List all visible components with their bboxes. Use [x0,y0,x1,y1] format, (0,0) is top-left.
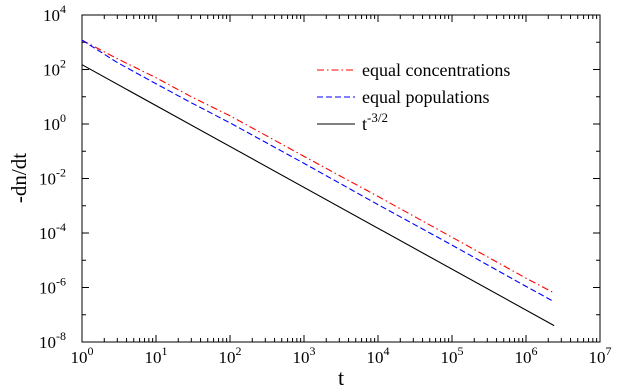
series-lines [81,39,555,327]
x-tick-label: 105 [441,344,464,367]
x-tick-label: 102 [219,344,242,367]
y-tick-label: 10-8 [39,329,66,352]
plot-frame [81,14,601,343]
x-axis-label: t [338,365,344,389]
y-tick-label: 102 [43,57,66,80]
ticks: 100 101 102 103 104 105 106 107 10-8 10-6 10-4 10-2… [39,2,612,367]
y-tick-label: 10-6 [39,275,66,298]
x-tick-label: 101 [145,344,168,367]
y-tick-label: 10-4 [39,220,66,243]
y-axis-label: -dn/dt [7,153,31,203]
series-line [81,39,555,294]
series-line [81,39,555,303]
legend-label: equal populations [362,87,489,107]
x-tick-label: 106 [515,344,538,367]
x-tick-label: 100 [71,344,94,367]
legend-label: t-3/2 [362,110,388,134]
x-tick-label: 104 [367,344,390,367]
y-tick-label: 104 [43,2,66,25]
x-tick-label: 107 [589,344,612,367]
y-tick-label: 10-2 [39,166,66,189]
legend: equal concentrations equal populations t-3… [317,60,510,134]
legend-label: equal concentrations [362,60,510,80]
series-line [81,64,555,327]
y-tick-label: 100 [43,111,66,134]
x-tick-label: 103 [293,344,316,367]
